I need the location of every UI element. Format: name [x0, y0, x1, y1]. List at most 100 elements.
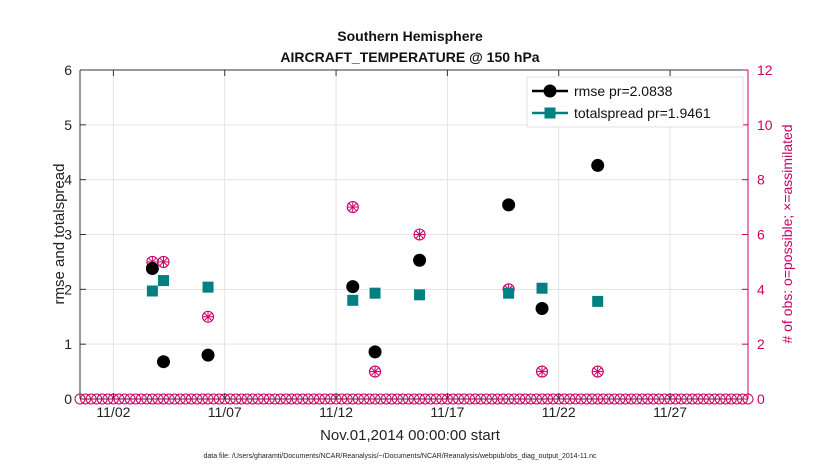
- rmse-point: [502, 198, 516, 212]
- rmse-point: [535, 302, 549, 316]
- obs-marker-star-d2: [415, 230, 424, 239]
- spread-markers: [146, 275, 604, 307]
- obs-possible-marker: [274, 393, 286, 405]
- legend-totalspread-marker: [544, 107, 556, 119]
- obs-possible-marker: [341, 393, 353, 405]
- obs-possible-marker: [397, 393, 409, 405]
- totalspread-point: [592, 295, 604, 307]
- y-left-tick-label: 4: [64, 172, 72, 188]
- rmse-point: [346, 280, 360, 294]
- obs-possible-marker: [425, 393, 437, 405]
- obs-possible-marker: [447, 393, 459, 405]
- obs-possible-marker: [642, 393, 654, 405]
- obs-possible-marker: [597, 393, 609, 405]
- obs-possible-marker: [631, 393, 643, 405]
- obs-possible-marker: [703, 393, 715, 405]
- obs-possible-marker: [135, 393, 147, 405]
- obs-possible-marker: [469, 393, 481, 405]
- y-right-tick-label: 4: [757, 281, 765, 297]
- obs-possible-marker: [102, 393, 114, 405]
- obs-possible-marker: [659, 393, 670, 405]
- y-right-ticks: 0 2 4 6 8 10 12: [742, 62, 773, 407]
- y-right-tick-label: 0: [757, 391, 765, 407]
- obs-possible-marker: [530, 393, 542, 405]
- obs-possible-marker: [497, 393, 509, 405]
- x-tick-label: 11/12: [319, 404, 353, 420]
- obs-possible-marker: [235, 393, 247, 405]
- obs-assimilated-marker: [535, 365, 549, 378]
- obs-possible-marker: [152, 393, 164, 405]
- obs-possible-marker: [586, 393, 598, 405]
- obs-marker-star-d2: [593, 367, 602, 376]
- rmse-point: [591, 158, 605, 172]
- y-left-tick-label: 1: [64, 336, 72, 352]
- obs-possible-marker: [141, 393, 153, 405]
- y-left-tick-label: 2: [64, 281, 72, 297]
- obs-assimilated-marker: [201, 310, 215, 323]
- x-tick-label: 11/02: [96, 404, 130, 420]
- obs-possible-marker: [319, 393, 331, 405]
- x-tick-label: 11/27: [653, 404, 687, 420]
- legend-rmse-label: rmse pr=2.0838: [574, 83, 673, 99]
- obs-possible-marker: [325, 393, 336, 405]
- baseline-markers: [74, 393, 754, 405]
- obs-possible-marker: [558, 393, 570, 405]
- obs-possible-marker: [608, 393, 620, 405]
- obs-possible-marker: [247, 393, 259, 405]
- obs-possible-marker: [720, 393, 732, 405]
- y-axis-left-label: rmse and totalspread: [51, 164, 68, 305]
- obs-possible-marker: [96, 393, 108, 405]
- obs-possible-marker: [686, 393, 698, 405]
- obs-possible-marker: [213, 393, 225, 405]
- obs-possible-marker: [185, 393, 197, 405]
- obs-possible-marker: [731, 393, 743, 405]
- y-right-tick-label: 10: [757, 117, 773, 133]
- y-left-ticks: 0 1 2 3 4 5 6: [64, 62, 86, 407]
- obs-assimilated-marker: [157, 255, 170, 268]
- totalspread-point: [369, 287, 381, 299]
- obs-possible-marker: [313, 393, 325, 405]
- rmse-point: [368, 345, 382, 359]
- obs-possible-marker: [269, 393, 281, 405]
- obs-possible-marker: [297, 393, 309, 405]
- obs-possible-marker: [291, 393, 303, 405]
- obs-assimilated-marker: [591, 365, 604, 378]
- obs-possible-marker: [180, 393, 192, 405]
- obs-assimilated-marker: [368, 365, 382, 378]
- obs-possible-marker: [709, 393, 721, 405]
- obs-possible-marker: [352, 393, 364, 405]
- rmse-point: [201, 348, 215, 362]
- totalspread-point: [536, 282, 548, 294]
- obs-possible-marker: [402, 393, 414, 405]
- obs-possible-marker: [130, 393, 142, 405]
- obs-possible-marker: [536, 393, 548, 405]
- obs-possible-marker: [675, 393, 687, 405]
- legend-totalspread-label: totalspread pr=1.9461: [574, 105, 711, 121]
- chart-subtitle: AIRCRAFT_TEMPERATURE @ 150 hPa: [280, 49, 539, 65]
- obs-assimilated-marker: [413, 228, 426, 241]
- totalspread-point: [347, 294, 359, 306]
- totalspread-point: [158, 275, 169, 287]
- obs-possible-marker: [670, 393, 682, 405]
- obs-marker-star-d2: [371, 367, 379, 376]
- y-left-tick-label: 0: [64, 391, 72, 407]
- obs-possible-marker: [625, 393, 637, 405]
- obs-possible-marker: [280, 393, 292, 405]
- obs-possible-marker: [369, 393, 381, 405]
- obs-possible-marker: [363, 393, 375, 405]
- obs-possible-marker: [508, 393, 520, 405]
- obs-possible-marker: [375, 393, 387, 405]
- rmse-point: [413, 253, 427, 267]
- obs-possible-marker: [419, 393, 431, 405]
- obs-possible-marker: [119, 393, 131, 405]
- chart-title: Southern Hemisphere: [337, 28, 483, 44]
- obs-possible-marker: [408, 393, 420, 405]
- obs-possible-marker: [302, 393, 314, 405]
- obs-possible-marker: [386, 393, 398, 405]
- obs-possible-marker: [581, 393, 593, 405]
- obs-possible-marker: [480, 393, 492, 405]
- obs-marker-star-d2: [348, 203, 357, 212]
- rmse-point: [157, 355, 170, 369]
- obs-possible-marker: [85, 393, 97, 405]
